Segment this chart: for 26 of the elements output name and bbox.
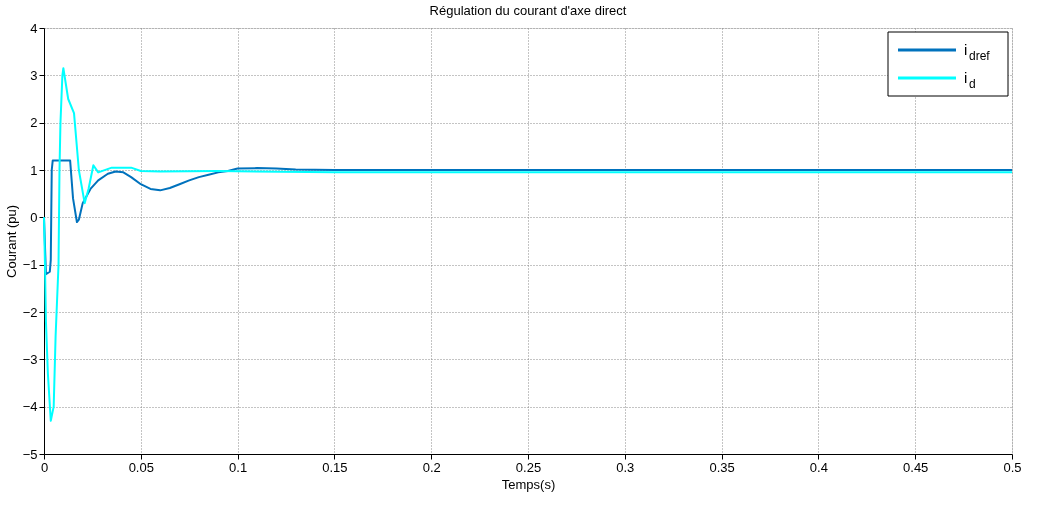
y-tick-label: −3: [22, 351, 38, 367]
x-tick-label: 0: [40, 459, 49, 475]
x-tick-label: 0.4: [809, 459, 828, 475]
x-tick-label: 0.25: [515, 459, 542, 475]
chart-title: Régulation du courant d'axe direct: [429, 3, 627, 18]
y-tick-label: 1: [30, 162, 38, 178]
x-tick-label: 0.35: [709, 459, 735, 475]
y-tick-label: 3: [30, 67, 38, 83]
x-tick-label: 0.1: [229, 459, 248, 475]
y-tick-label: 4: [30, 20, 38, 36]
x-tick-label: 0.2: [422, 459, 441, 475]
line-series: [43, 67, 1013, 422]
x-tick-label: 0.3: [616, 459, 635, 475]
x-tick-label: 0.45: [903, 459, 929, 475]
y-tick-label: −2: [22, 304, 38, 320]
y-tick-label: −4: [22, 399, 38, 415]
y-tick-label: 0: [30, 209, 38, 225]
y-tick-label: 2: [30, 115, 38, 131]
x-axis-title: Temps(s): [501, 476, 556, 492]
line-series: [43, 159, 1013, 276]
x-tick-label: 0.15: [322, 459, 348, 475]
x-tick-label: 0.5: [1003, 459, 1022, 475]
y-axis-title: Courant (pu): [3, 205, 19, 278]
y-tick-label: −5: [22, 446, 38, 462]
y-tick-label: −1: [22, 257, 38, 273]
x-tick-label: 0.05: [128, 459, 154, 475]
